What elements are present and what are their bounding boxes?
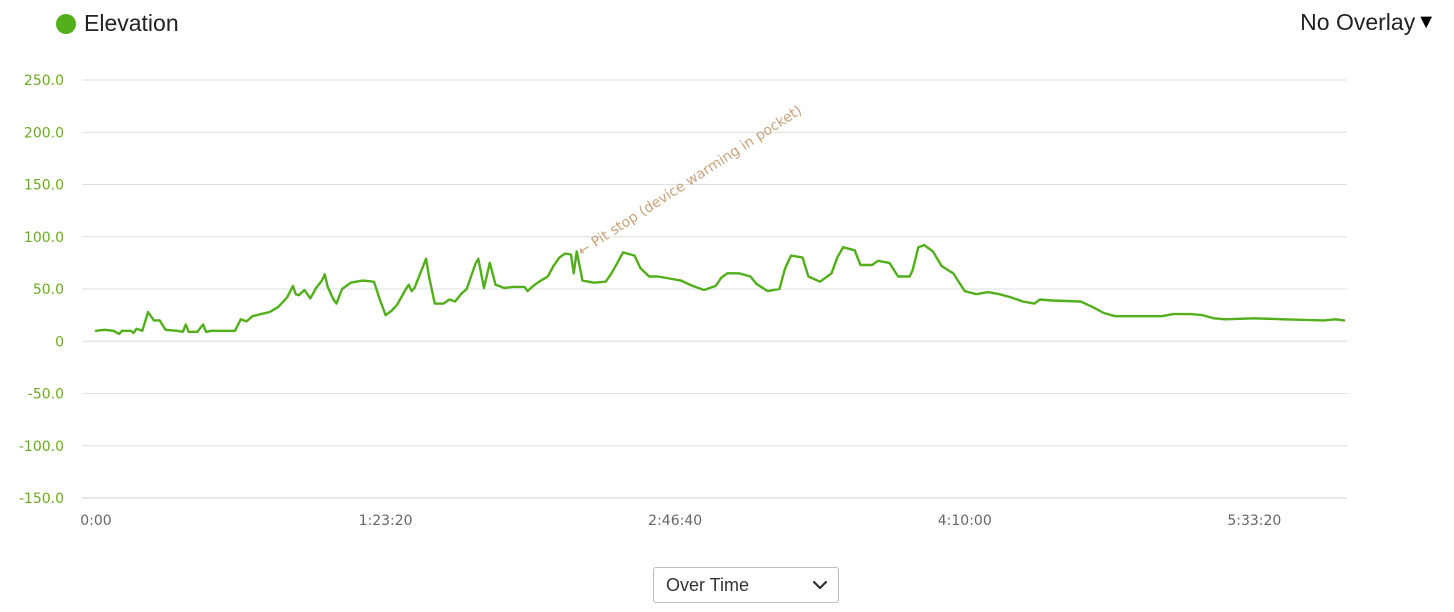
elevation-chart: 250.0 200.0 150.0 100.0 50.0 0 -50.0 -100.0 -150… bbox=[19, 73, 1347, 529]
x-tick-label: 2:46:40 bbox=[648, 513, 702, 529]
chevron-down-icon bbox=[812, 580, 828, 590]
y-tick-label: 100.0 bbox=[24, 230, 64, 246]
x-tick-label: 5:33:20 bbox=[1227, 513, 1281, 529]
x-tick-label: 4:10:00 bbox=[938, 513, 992, 529]
y-tick-label: 150.0 bbox=[24, 178, 64, 194]
y-tick-label: 250.0 bbox=[24, 73, 64, 89]
y-tick-label: 50.0 bbox=[33, 282, 64, 298]
overlay-dropdown[interactable]: No Overlay ▼ bbox=[1300, 9, 1436, 36]
overlay-label: No Overlay bbox=[1300, 9, 1416, 35]
y-tick-label: 200.0 bbox=[24, 125, 64, 141]
y-tick-label: -150.0 bbox=[19, 491, 64, 507]
y-tick-label: -50.0 bbox=[28, 387, 64, 403]
x-tick-label: 1:23:20 bbox=[359, 513, 413, 529]
chart-header: Elevation No Overlay ▼ bbox=[0, 0, 1454, 48]
y-tick-label: -100.0 bbox=[19, 439, 64, 455]
legend-elevation[interactable]: Elevation bbox=[56, 10, 179, 37]
mode-select-value: Over Time bbox=[666, 574, 750, 595]
mode-select[interactable]: Over Time bbox=[653, 567, 839, 603]
x-tick-label: 0:00 bbox=[80, 513, 111, 529]
series-line-elevation bbox=[94, 243, 1346, 336]
legend-label: Elevation bbox=[84, 10, 179, 36]
caret-down-icon: ▼ bbox=[1416, 11, 1436, 33]
legend-dot-icon bbox=[56, 13, 76, 34]
annotation-pit-stop: ← Pit stop (device warming in pocket) bbox=[575, 103, 805, 260]
y-tick-label: 0 bbox=[55, 334, 64, 350]
